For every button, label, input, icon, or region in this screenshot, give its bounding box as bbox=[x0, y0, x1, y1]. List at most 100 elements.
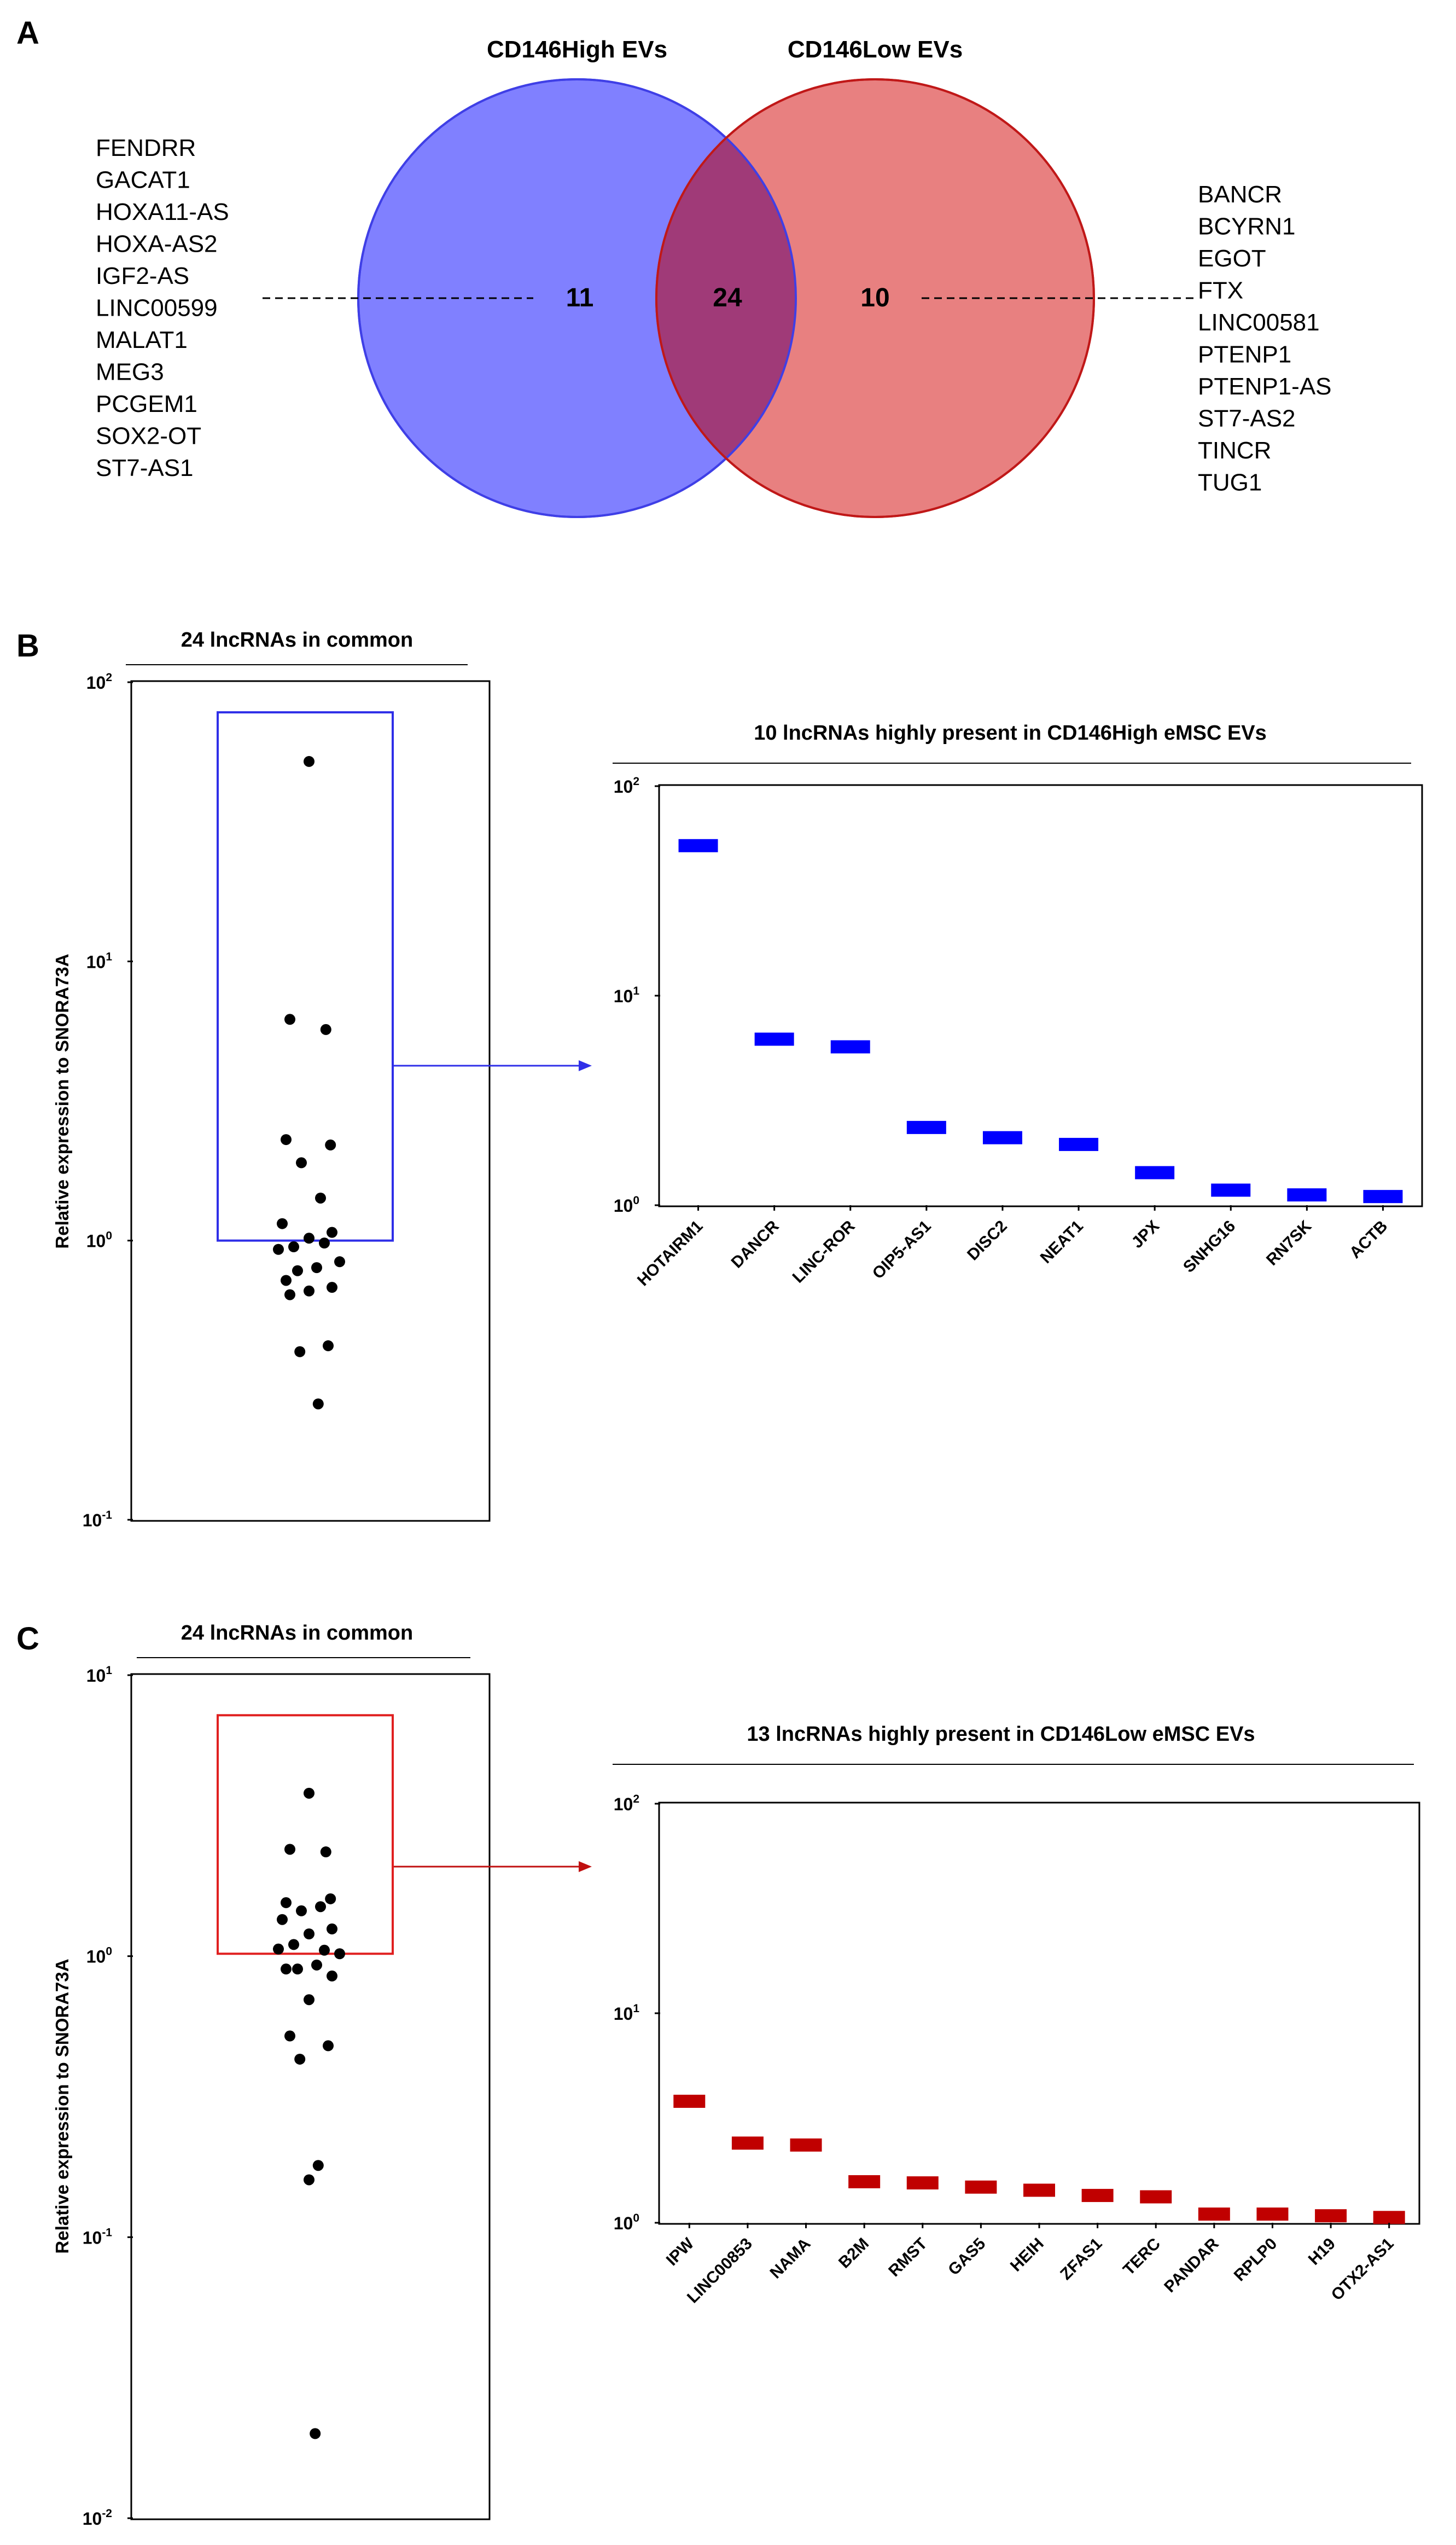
panel-c-bar-ytick-exp: 0 bbox=[633, 2212, 639, 2224]
panel-letter-a: A bbox=[16, 15, 39, 51]
panel-b-bar-category-label: DISC2 bbox=[964, 1217, 1011, 1264]
panel-c-bar-ytick-label: 102 bbox=[614, 1793, 639, 1814]
panel-c-bar-marker bbox=[1315, 2209, 1347, 2223]
panel-letter-c: C bbox=[16, 1621, 39, 1657]
panel-b-scatter-point bbox=[320, 1024, 331, 1035]
panel-b-scatter-ytick-exp: 0 bbox=[106, 1230, 112, 1242]
panel-b-bar-category-label: NEAT1 bbox=[1037, 1217, 1087, 1267]
panel-b-bar-marker bbox=[1059, 1137, 1099, 1151]
venn-intersection bbox=[656, 137, 796, 459]
panel-c-scatter-point bbox=[273, 1943, 284, 1955]
panel-c-scatter-ytick-exp: 0 bbox=[106, 1945, 112, 1958]
panel-b-bar-ytick-label: 101 bbox=[614, 985, 640, 1006]
panel-c-scatter-point bbox=[284, 2030, 295, 2042]
panel-c-scatter: 24 lncRNAs in common Relative expression… bbox=[52, 1622, 491, 2529]
panel-b-scatter-point bbox=[319, 1237, 330, 1249]
venn-gene-list-low: BANCR BCYRN1 EGOT FTX LINC00581 PTENP1 PTENP1-… bbox=[1198, 181, 1332, 496]
panel-c-scatter-frame bbox=[130, 1673, 491, 2520]
panel-b-bar-marker bbox=[906, 1120, 946, 1134]
venn-gene-item: FENDRR bbox=[96, 135, 196, 161]
panel-b-scatter-point bbox=[323, 1340, 334, 1351]
panel-b-scatter-point bbox=[281, 1275, 292, 1286]
panel-b-scatter-point bbox=[325, 1139, 336, 1151]
panel-b-scatter-ytick-label: 100 bbox=[86, 1230, 112, 1251]
panel-c-bar-marker bbox=[848, 2175, 881, 2188]
panel-b-bar-frame bbox=[658, 784, 1423, 1207]
panel-b-scatter-point bbox=[288, 1241, 299, 1253]
panel-c-bar-category-label: RPLP0 bbox=[1231, 2235, 1281, 2285]
panel-c-scatter-ytick-exp: -2 bbox=[102, 2507, 112, 2520]
panel-b-bar-ytick-label: 102 bbox=[614, 775, 639, 797]
panel-c-scatter-point bbox=[281, 1963, 292, 1975]
panel-b-bar-marker bbox=[1135, 1166, 1175, 1179]
panel-c-scatter-point bbox=[334, 1948, 345, 1960]
panel-c-bar-marker bbox=[1140, 2190, 1172, 2204]
panel-b-bar-category-label: OIP5-AS1 bbox=[869, 1217, 935, 1283]
venn-gene-item: FTX bbox=[1198, 277, 1243, 304]
panel-c-scatter-point bbox=[294, 2053, 306, 2065]
panel-c-scatter-highlight-box bbox=[217, 1714, 394, 1955]
panel-b-scatter-point bbox=[284, 1289, 295, 1300]
panel-b-arrowhead bbox=[579, 1060, 592, 1071]
panel-c-arrowhead bbox=[579, 1861, 592, 1872]
panel-b-scatter-ytick-exp: 2 bbox=[106, 671, 112, 684]
panel-c-scatter-ytick-exp: 1 bbox=[106, 1664, 112, 1677]
panel-c-scatter-ytick-base: 10 bbox=[86, 1947, 106, 1967]
panel-c-bar-category-label: H19 bbox=[1305, 2235, 1339, 2269]
panel-c-scatter-point bbox=[296, 1905, 307, 1916]
panel-b-scatter-ytick-label: 10-1 bbox=[83, 1509, 113, 1530]
panel-b-scatter-ytick-base: 10 bbox=[86, 673, 106, 693]
panel-b-scatter-point bbox=[273, 1244, 284, 1255]
venn-gene-item: HOXA-AS2 bbox=[96, 231, 218, 258]
venn-edge-low bbox=[655, 78, 1095, 518]
panel-b-ylabel: Relative expression to SNORA73A bbox=[52, 954, 72, 1248]
panel-c-bar-marker bbox=[790, 2138, 822, 2152]
panel-b-scatter: 24 lncRNAs in common Relative expression… bbox=[52, 629, 491, 1530]
venn-count-high: 11 bbox=[566, 283, 594, 312]
panel-c-bar-category-label: RMST bbox=[885, 2235, 930, 2280]
venn-diagram: CD146High EVs CD146Low EVs 11 24 10 FEND… bbox=[96, 36, 1332, 518]
panel-b-bar-marker bbox=[830, 1040, 870, 1054]
panel-c-scatter-point bbox=[284, 1844, 295, 1855]
venn-count-low: 10 bbox=[860, 283, 889, 312]
panel-b-bar-marker bbox=[678, 839, 718, 852]
panel-c-bar-frame bbox=[658, 1802, 1420, 2225]
panel-b-bar-category-label: SNHG16 bbox=[1180, 1217, 1239, 1276]
panel-b-bar-category-label: HOTAIRM1 bbox=[634, 1217, 707, 1290]
venn-gene-item: LINC00581 bbox=[1198, 309, 1320, 336]
panel-c-bar-category-label: B2M bbox=[835, 2235, 872, 2272]
panel-c-scatter-point bbox=[292, 1963, 303, 1975]
panel-b-bar-marker bbox=[754, 1032, 794, 1046]
venn-gene-item: MALAT1 bbox=[96, 327, 188, 353]
venn-gene-item: TINCR bbox=[1198, 437, 1271, 464]
panel-b-scatter-point bbox=[304, 1233, 315, 1244]
panel-c-scatter-point bbox=[304, 1994, 315, 2006]
panel-b-scatter-point bbox=[312, 1398, 324, 1410]
panel-c-bar-ytick-exp: 2 bbox=[633, 1793, 639, 1805]
panel-c-bar-ytick-base: 10 bbox=[614, 2004, 633, 2024]
panel-b-bar-category-label: ACTB bbox=[1346, 1217, 1391, 1262]
panel-c-scatter-ytick-exp: -1 bbox=[102, 2226, 112, 2239]
panel-b-scatter-point bbox=[327, 1282, 337, 1293]
panel-letter-b: B bbox=[16, 628, 39, 664]
panel-b-scatter-point bbox=[327, 1227, 337, 1238]
venn-title-low: CD146Low EVs bbox=[788, 36, 963, 63]
panel-b-scatter-point bbox=[296, 1157, 307, 1169]
panel-c-bar-marker bbox=[673, 2094, 706, 2108]
panel-c-scatter-title: 24 lncRNAs in common bbox=[181, 1622, 413, 1645]
panel-c-scatter-point bbox=[304, 2174, 315, 2186]
panel-b-scatter-point bbox=[304, 1285, 315, 1297]
panel-c-bar-category-label: IPW bbox=[663, 2234, 698, 2269]
panel-c-ylabel: Relative expression to SNORA73A bbox=[52, 1959, 72, 2253]
panel-b-scatter-ytick-label: 102 bbox=[86, 671, 112, 693]
panel-b-scatter-title: 24 lncRNAs in common bbox=[181, 629, 413, 652]
venn-gene-item: BANCR bbox=[1198, 181, 1282, 208]
panel-c-bar-marker bbox=[965, 2180, 997, 2194]
panel-c-scatter-point bbox=[312, 2160, 324, 2171]
venn-gene-item: GACAT1 bbox=[96, 167, 190, 194]
panel-c-bar-marker bbox=[906, 2176, 939, 2190]
panel-c-bar-category-label: GAS5 bbox=[945, 2235, 989, 2279]
panel-b-bar-marker bbox=[1287, 1188, 1327, 1202]
venn-gene-item: PTENP1-AS bbox=[1198, 373, 1332, 400]
panel-c-scatter-point bbox=[327, 1923, 337, 1934]
